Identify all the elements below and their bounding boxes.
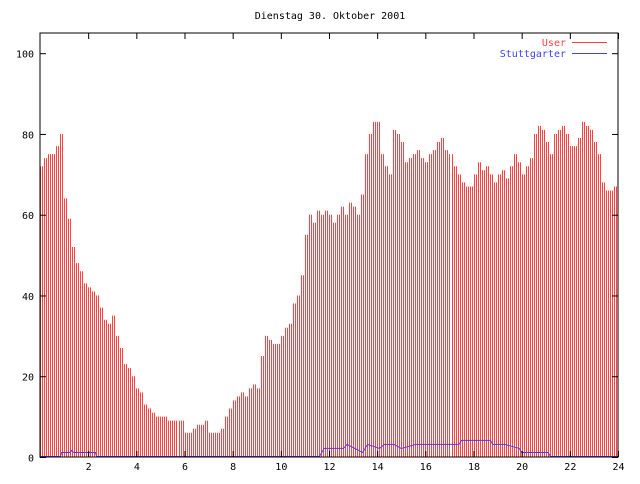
x-tick-label: 12 — [323, 462, 335, 473]
y-tick-label: 100 — [16, 50, 34, 61]
x-tick-label: 22 — [564, 462, 576, 473]
x-tick-label: 24 — [612, 462, 624, 473]
x-tick-label: 20 — [516, 462, 528, 473]
x-tick-label: 10 — [275, 462, 287, 473]
x-tick-label: 16 — [420, 462, 432, 473]
x-tick-label: 6 — [182, 462, 188, 473]
x-axis: 2 4 6 8 10 12 14 16 18 20 22 24 — [86, 33, 625, 473]
x-tick-label: 14 — [372, 462, 384, 473]
chart-title: Dienstag 30. Oktober 2001 — [255, 11, 406, 22]
legend: User Stuttgarter — [500, 38, 607, 60]
y-tick-label: 80 — [22, 130, 34, 141]
y-axis: 0 20 40 60 80 100 — [16, 50, 618, 465]
x-tick-label: 8 — [230, 462, 236, 473]
stuttgarter-series-line — [40, 439, 618, 457]
user-series — [40, 121, 617, 457]
legend-label-user: User — [542, 38, 566, 49]
legend-label-stuttgarter: Stuttgarter — [500, 49, 566, 60]
y-tick-label: 60 — [22, 211, 34, 222]
x-tick-label: 4 — [134, 462, 140, 473]
y-tick-label: 20 — [22, 373, 34, 384]
x-tick-label: 2 — [86, 462, 92, 473]
y-tick-label: 40 — [22, 292, 34, 303]
y-tick-label: 0 — [28, 454, 34, 465]
x-tick-label: 18 — [468, 462, 480, 473]
